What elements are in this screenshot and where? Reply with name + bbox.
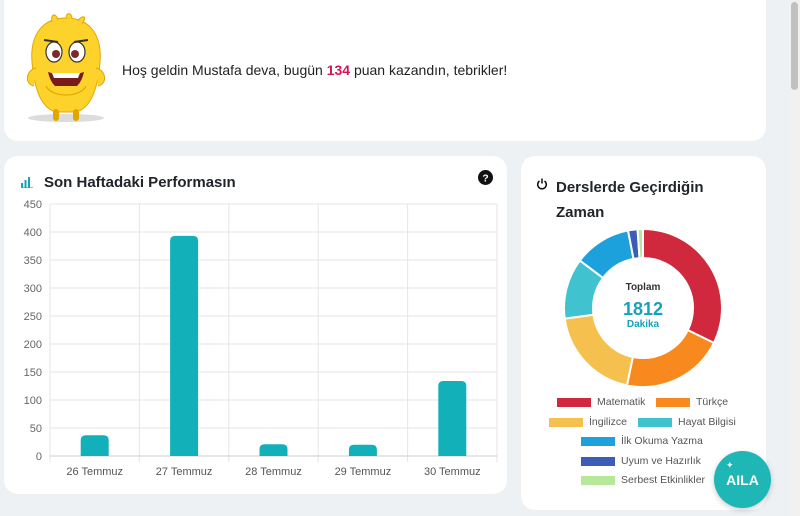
y-tick-label: 250 — [24, 311, 42, 323]
bar-4[interactable] — [348, 444, 377, 456]
time-spent-card: Derslerde Geçirdiğin Zaman Toplam 1812 D… — [521, 156, 766, 510]
legend-swatch — [656, 397, 690, 407]
time-spent-title: Derslerde Geçirdiğin Zaman — [556, 179, 704, 221]
mascot-image — [27, 13, 105, 122]
welcome-card: Hoş geldin Mustafa deva, bugün 134 puan … — [4, 0, 766, 141]
legend-item[interactable]: Matematik — [557, 396, 645, 408]
total-unit: Dakika — [626, 319, 660, 330]
legend-label: Matematik — [597, 396, 646, 408]
welcome-message: Hoş geldin Mustafa deva, bugün 134 puan … — [122, 62, 507, 78]
legend-swatch — [581, 436, 615, 446]
total-minutes-value: 1812 — [622, 299, 664, 319]
subject-time-donut-chart — [563, 228, 723, 388]
performance-title: Son Haftadaki Performasın — [44, 174, 236, 191]
performance-card: Son Haftadaki Performasın ? 0 50 100 150 200… — [4, 156, 507, 494]
y-tick-label: 350 — [24, 255, 42, 267]
bar-2[interactable] — [170, 235, 199, 456]
welcome-suffix: puan kazandın, tebrikler! — [353, 62, 508, 78]
y-tick-label: 50 — [30, 423, 42, 435]
performance-bar-chart: 0 50 100 150 200 250 300 350 400 450 26 Temmuz 27 T… — [24, 199, 498, 478]
legend-label: Hayat Bilgisi — [678, 416, 736, 428]
legend-swatch — [581, 456, 615, 466]
points-value: 134 — [326, 62, 351, 78]
y-tick-label: 400 — [24, 227, 42, 239]
legend-label: Uyum ve Hazırlık — [621, 455, 701, 467]
legend-label: İngilizce — [589, 416, 627, 428]
aila-assistant-button[interactable]: ✦ AILA — [714, 451, 771, 508]
y-tick-label: 0 — [36, 451, 42, 463]
legend-swatch — [581, 475, 615, 485]
help-icon[interactable]: ? — [478, 170, 493, 185]
y-tick-label: 450 — [24, 199, 42, 211]
legend-item[interactable]: Uyum ve Hazırlık — [581, 455, 701, 467]
legend-item[interactable]: İlk Okuma Yazma — [581, 435, 703, 447]
legend-label: İlk Okuma Yazma — [621, 435, 703, 447]
y-tick-label: 300 — [24, 283, 42, 295]
donut-slice-2[interactable] — [625, 328, 716, 388]
bar-5[interactable] — [438, 380, 467, 456]
legend-swatch — [549, 417, 583, 427]
svg-text:?: ? — [482, 173, 488, 184]
legend-item[interactable]: Serbest Etkinlikler — [581, 474, 705, 486]
aila-label: AILA — [726, 471, 759, 488]
y-tick-label: 100 — [24, 395, 42, 407]
legend-label: Serbest Etkinlikler — [621, 474, 706, 486]
total-label: Toplam — [625, 282, 661, 293]
legend-item[interactable]: Hayat Bilgisi — [638, 416, 736, 428]
welcome-prefix: Hoş geldin Mustafa deva, bugün — [122, 62, 323, 78]
legend-label: Türkçe — [696, 396, 729, 408]
donut-slice-7[interactable] — [636, 228, 644, 260]
legend-swatch — [638, 417, 672, 427]
y-tick-label: 150 — [24, 367, 42, 379]
x-tick-label: 26 Temmuz — [66, 466, 123, 478]
page-scrollbar[interactable] — [789, 0, 800, 516]
x-tick-label: 28 Temmuz — [245, 466, 302, 478]
scrollbar-thumb[interactable] — [791, 2, 798, 90]
x-tick-label: 30 Temmuz — [424, 466, 481, 478]
sparkle-icon: ✦ — [726, 460, 734, 470]
legend-swatch — [557, 397, 591, 407]
bar-1[interactable] — [80, 435, 109, 456]
bar-chart-icon — [21, 177, 33, 188]
y-tick-label: 200 — [24, 339, 42, 351]
bar-3[interactable] — [259, 444, 288, 456]
x-tick-label: 29 Temmuz — [335, 466, 392, 478]
legend-item[interactable]: İngilizce — [549, 416, 627, 428]
x-tick-label: 27 Temmuz — [156, 466, 213, 478]
power-icon — [537, 178, 547, 190]
legend-item[interactable]: Türkçe — [656, 396, 728, 408]
